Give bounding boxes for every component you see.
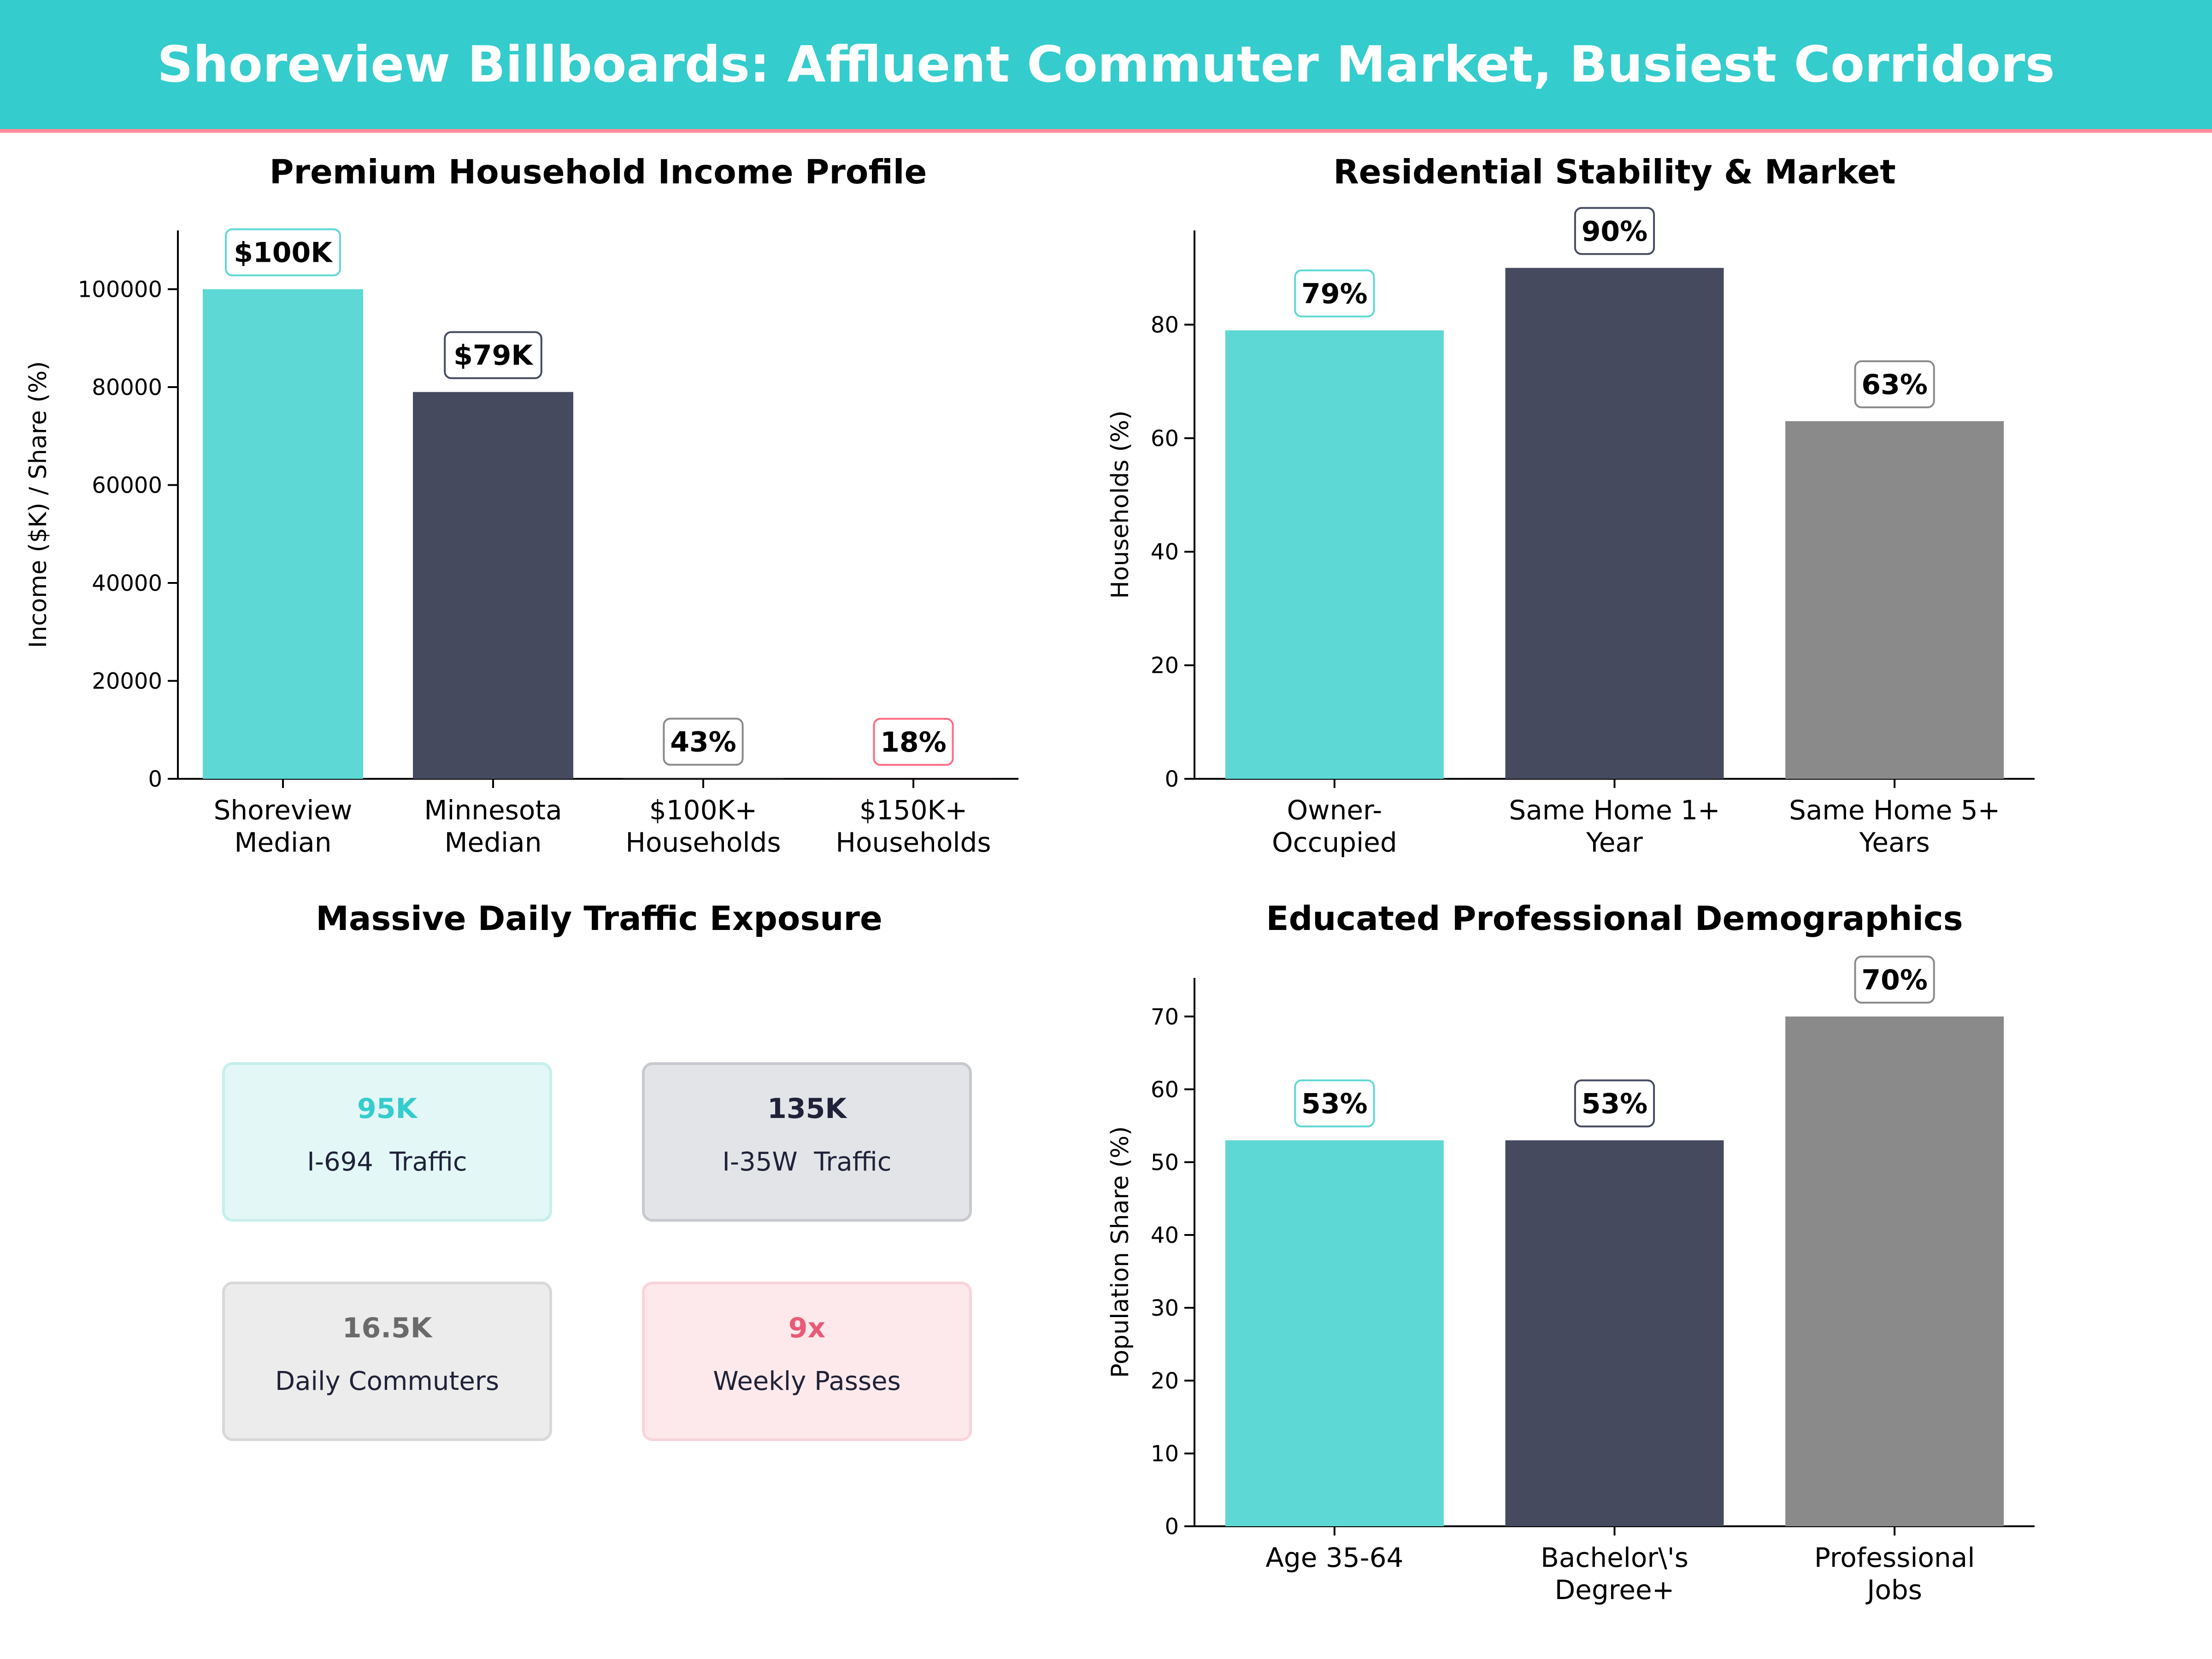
- data-label-box: [1574, 207, 1655, 255]
- x-tick-label: Bachelor\'s Degree+: [1541, 1542, 1688, 1606]
- y-tick-label: 100000: [78, 277, 162, 303]
- y-tick-label: 70: [1151, 1004, 1179, 1030]
- x-tick-label: Professional Jobs: [1814, 1542, 1975, 1606]
- data-label-box: [1294, 1079, 1375, 1128]
- x-tick-label: Owner-Occupied: [1272, 794, 1397, 858]
- stat-label: Weekly Passes: [713, 1366, 900, 1396]
- x-tick-label: Same Home 5+ Years: [1789, 794, 2000, 858]
- banner-title: Shoreview Billboards: Affluent Commuter …: [157, 35, 2055, 94]
- y-tick-label: 0: [1165, 1514, 1179, 1540]
- data-label: 63%: [1861, 369, 1928, 401]
- y-tick-label: 40: [1151, 1223, 1179, 1248]
- x-tick-label: Age 35-64: [1265, 1542, 1403, 1573]
- y-tick-label: 20: [1151, 653, 1179, 679]
- stat-card-bg: [642, 1062, 972, 1222]
- data-label: 70%: [1861, 964, 1928, 996]
- y-tick-label: 60000: [92, 473, 162, 499]
- data-label-box: [1574, 1079, 1655, 1128]
- stat-value: 16.5K: [342, 1312, 433, 1344]
- data-label: 79%: [1301, 278, 1368, 310]
- stat-card: 9x Weekly Passes: [642, 1282, 972, 1441]
- y-tick-label: 40: [1151, 539, 1179, 565]
- bar: [1785, 1016, 2004, 1526]
- y-axis-label: Income ($K) / Share (%): [24, 361, 52, 648]
- chart-3: Educated Professional Demographics 0 10 20 3…: [1106, 899, 2035, 1606]
- bar: [203, 289, 363, 779]
- chart-title: Massive Daily Traffic Exposure: [316, 899, 882, 938]
- bar: [1505, 268, 1724, 779]
- bar: [1785, 421, 2004, 779]
- data-label: $79K: [453, 340, 534, 372]
- stat-card-bg: [642, 1282, 972, 1441]
- stat-label: I-694 Traffic: [307, 1147, 467, 1177]
- data-label-box: [873, 718, 954, 766]
- data-label-box: [225, 228, 341, 276]
- x-tick-label: $100K+ Households: [625, 794, 781, 858]
- banner: Shoreview Billboards: Affluent Commuter …: [0, 0, 2212, 133]
- chart-title: Premium Household Income Profile: [270, 153, 927, 191]
- y-tick-label: 80: [1151, 312, 1179, 338]
- bar: [1225, 1140, 1444, 1526]
- chart-1: Residential Stability & Market 0 20 40 60 80 H…: [1106, 153, 2035, 858]
- y-tick-label: 0: [148, 766, 162, 792]
- bar: [1505, 1140, 1724, 1526]
- data-label-box: [1854, 360, 1935, 408]
- x-tick-label: $150K+ Households: [835, 794, 991, 858]
- stat-card-bg: [222, 1062, 552, 1222]
- bar: [413, 392, 573, 779]
- data-label: $100K: [234, 237, 333, 269]
- stat-card-bg: [222, 1282, 552, 1441]
- y-tick-label: 80000: [92, 375, 162, 400]
- y-tick-label: 30: [1151, 1295, 1179, 1321]
- chart-2: Massive Daily Traffic Exposure 95K I-694 T…: [222, 899, 972, 1441]
- data-label-box: [1294, 269, 1375, 318]
- chart-0: Premium Household Income Profile 0 20000 40…: [24, 153, 1018, 858]
- x-tick-label: Minnesota Median: [424, 794, 562, 858]
- y-tick-label: 20: [1151, 1368, 1179, 1394]
- data-label: 90%: [1582, 215, 1648, 247]
- stat-value: 135K: [767, 1093, 847, 1125]
- y-axis-label: Households (%): [1106, 411, 1134, 599]
- stat-label: I-35W Traffic: [722, 1147, 891, 1177]
- stat-card: 16.5K Daily Commuters: [222, 1282, 552, 1441]
- x-tick-label: Same Home 1+ Year: [1509, 794, 1720, 858]
- stat-card: 95K I-694 Traffic: [222, 1062, 552, 1222]
- y-tick-label: 60: [1151, 426, 1179, 452]
- y-tick-label: 50: [1151, 1150, 1179, 1176]
- stat-value: 95K: [357, 1093, 418, 1125]
- data-label-box: [444, 331, 542, 379]
- y-tick-label: 0: [1165, 766, 1179, 792]
- y-tick-label: 40000: [92, 571, 162, 596]
- y-tick-label: 10: [1151, 1441, 1179, 1467]
- stat-card: 135K I-35W Traffic: [642, 1062, 972, 1222]
- y-tick-label: 60: [1151, 1077, 1179, 1103]
- chart-title: Educated Professional Demographics: [1266, 899, 1963, 938]
- x-tick-label: Shoreview Median: [214, 794, 353, 858]
- y-axis-label: Population Share (%): [1106, 1126, 1134, 1378]
- data-label: 43%: [670, 726, 736, 759]
- data-label: 53%: [1582, 1088, 1648, 1120]
- y-tick-label: 20000: [92, 669, 162, 694]
- stat-value: 9x: [788, 1312, 825, 1344]
- bar: [1225, 330, 1444, 779]
- data-label-box: [1854, 955, 1935, 1004]
- stat-label: Daily Commuters: [275, 1366, 499, 1396]
- data-label-box: [663, 718, 744, 766]
- data-label: 18%: [880, 726, 947, 759]
- chart-title: Residential Stability & Market: [1333, 153, 1896, 191]
- data-label: 53%: [1301, 1088, 1368, 1120]
